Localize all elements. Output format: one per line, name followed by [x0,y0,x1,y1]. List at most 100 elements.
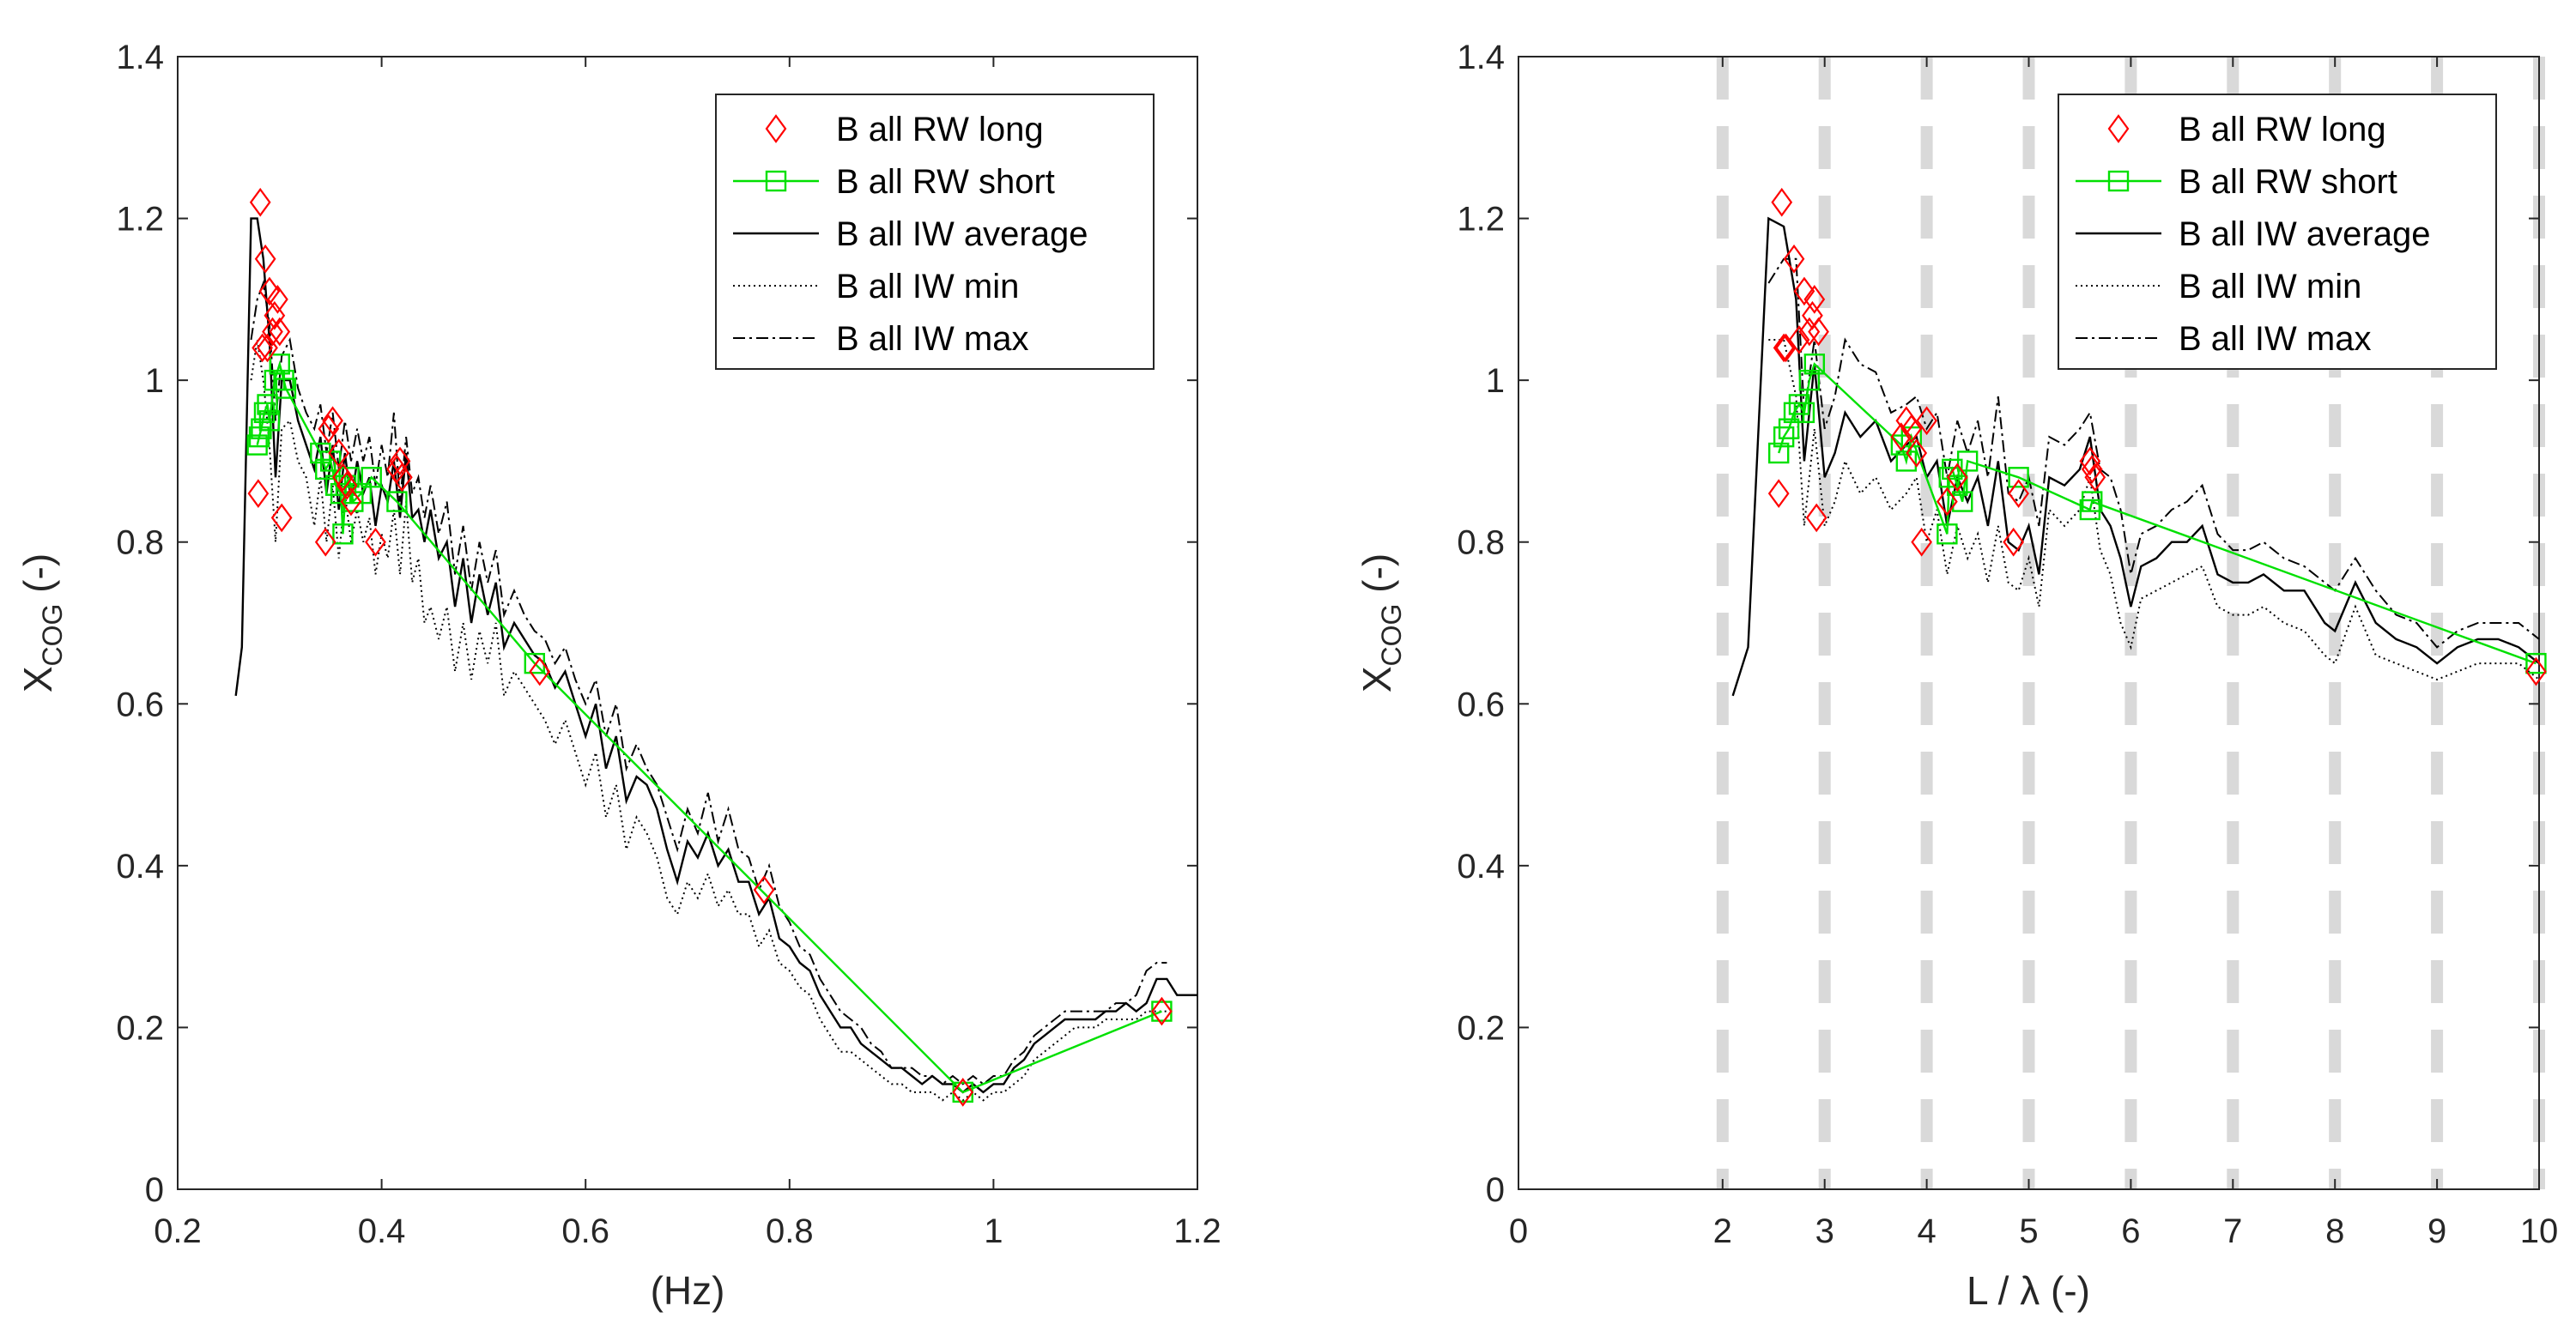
right-rw-long-marker [2084,462,2106,493]
left-rw-long-marker [1151,996,1173,1026]
left-ytick-label: 0.8 [116,524,164,562]
left-rw-long-marker [247,479,270,509]
right-xtick-label: 8 [2325,1212,2344,1250]
right-rw-long-marker [1937,487,1958,517]
right-vlines [1716,57,2545,1189]
left-ytick-label: 0.4 [116,848,164,886]
right-y-title-main: X [1355,666,1399,692]
left-legend-box [715,94,1155,370]
left-rw-short-marker [273,369,294,391]
left-xtick-label: 1 [984,1212,1003,1250]
right-series-b-all-iw-average [1731,216,2540,697]
left-xtick-label: 0.2 [154,1212,202,1250]
right-rw-short-marker [2082,491,2103,512]
left-yticks: 0 0.2 0.4 0.6 0.8 1 1.2 1.4 [116,39,1197,1209]
right-rw-long-marker [1771,187,1793,217]
right-rw-long-marker [1798,317,1821,347]
right-y-title-suffix: (-) [1355,553,1399,604]
right-rw-short-marker [1798,369,1821,391]
right-legend-label: B all IW average [2179,215,2430,253]
left-rw-long-marker [365,527,386,557]
right-ytick-label: 1.4 [1457,39,1505,76]
left-xtick-label: 1.2 [1173,1212,1221,1250]
left-rw-long-marker [314,527,336,557]
right-rw-short-marker [1793,402,1815,424]
right-ytick-label: 0.8 [1457,524,1505,562]
left-ytick-label: 0.6 [116,686,164,723]
left-rw-long-marker [262,317,283,347]
left-rw-long-marker [252,333,273,363]
right-legend-box [2058,94,2497,370]
left-rw-short-marker [246,434,268,456]
right-rw-short-marker [1938,467,1960,488]
left-rw-long-marker [753,875,775,905]
left-y-title-sub: COG [37,604,68,667]
right-rw-long-marker [1767,479,1790,509]
right-rw-long-marker [2003,527,2025,557]
left-series-b-all-iw-min [250,339,1167,1102]
left-legend-swatch-rw-short [765,170,787,192]
right-rw-long-marker [1911,527,1933,557]
right-rw-long-marker [1783,244,1805,274]
right-rw-short-marker [2008,467,2029,488]
left-rw-long-marker [529,656,551,686]
right-legend-swatch-rw-long [2107,114,2130,143]
left-xtick-label: 0.4 [358,1212,406,1250]
left-ytick-label: 0.2 [116,1009,164,1047]
right-ytick-label: 0.2 [1457,1009,1505,1047]
left-rw-long-marker [258,276,281,306]
right-rw-long-marker [1946,462,1968,493]
left-rw-short-marker [251,418,272,439]
left-legend-swatch-rw-long [765,114,787,143]
left-rw-short-marker [275,378,297,399]
right-rw-short-marker [1947,475,1968,496]
right-rw-long-marker [2525,656,2547,686]
right-rw-short-marker [1952,491,1973,512]
right-legend-swatch-rw-short [2107,170,2130,192]
right-y-axis-title: XCOG (-) [1355,553,1407,692]
right-ytick-label: 0.4 [1457,848,1505,886]
left-rw-long-marker [254,244,276,274]
left-rw-long-marker [264,300,286,330]
right-rw-long-marker [1906,438,1928,468]
right-xtick-label: 3 [1815,1212,1834,1250]
left-rw-long-marker [391,462,413,493]
left-rw-long-marker [318,414,340,444]
right-xtick-label: 4 [1917,1212,1936,1250]
left-rw-long-marker [249,187,271,217]
left-rw-short-marker [338,467,360,488]
right-y-title-sub: COG [1376,604,1407,667]
left-ytick-label: 1 [145,362,164,400]
left-ytick-label: 1.4 [116,39,164,76]
right-rw-short-marker [1778,418,1800,439]
right-rw-long-marker [1808,317,1829,347]
right-rw-long-marker [1773,333,1795,363]
left-rw-long-marker [952,1077,974,1107]
left-rw-short-marker [253,402,276,424]
left-legend-label: B all IW max [836,320,1028,358]
right-chart: 0 2 3 4 5 6 7 8 9 10 0 0.2 0.4 0.6 0.8 1 1.2 1.4 L / λ (… [1355,39,2558,1313]
left-ytick-label: 1.2 [116,201,164,239]
right-series-b-all-rw-short-line [1778,362,2537,665]
right-rw-long-marker [2079,446,2101,476]
right-series [1731,216,2540,697]
right-ytick-label: 0 [1486,1171,1505,1209]
left-x-axis-title: (Hz) [651,1268,725,1313]
left-xtick-label: 0.8 [766,1212,814,1250]
left-rw-long-marker [328,438,350,468]
left-xticks: 0.2 0.4 0.6 0.8 1 1.2 [154,57,1221,1250]
left-legend-label: B all IW min [836,268,1019,305]
right-rw-short-marker [1767,442,1790,464]
left-rw-short-marker [269,354,290,375]
right-rw-long-marker [1788,325,1810,354]
right-ytick-label: 1.2 [1457,201,1505,239]
left-legend: B all RW long B all RW short B all IW aver… [715,94,1155,370]
right-rw-short-marker [2525,652,2547,674]
right-xticks: 0 2 3 4 5 6 7 8 9 10 [1509,57,2558,1250]
left-legend-label: B all RW long [836,111,1044,148]
right-rw-long-marker [1793,276,1815,306]
right-legend-label: B all IW max [2179,320,2371,358]
right-rw-short-marker [1895,450,1918,472]
left-legend-label: B all RW short [836,163,1055,201]
